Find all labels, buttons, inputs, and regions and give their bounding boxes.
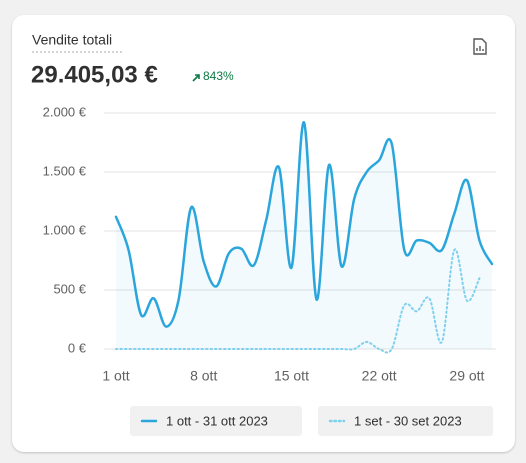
line xyxy=(114,121,494,328)
y-tick-label: 1.500 € xyxy=(43,163,87,178)
up-arrow xyxy=(192,74,200,82)
y-tick-label: 0 € xyxy=(68,340,87,355)
legend-item[interactable] xyxy=(130,406,302,436)
area xyxy=(116,122,492,349)
x-tick-label: 22 ott xyxy=(362,368,397,384)
change-value: 843% xyxy=(203,69,234,83)
line xyxy=(115,248,481,354)
total-value: 29.405,03 € xyxy=(31,61,158,88)
legend-label: 1 set - 30 set 2023 xyxy=(354,413,462,428)
legend-item[interactable] xyxy=(318,406,493,436)
card-title: Vendite totali xyxy=(32,32,112,48)
x-tick-label: 29 ott xyxy=(449,368,484,384)
y-tick-label: 2.000 € xyxy=(43,104,87,119)
x-tick-label: 15 ott xyxy=(274,368,309,384)
x-tick-label: 8 ott xyxy=(190,368,217,384)
x-tick-label: 1 ott xyxy=(102,368,129,384)
y-tick-label: 500 € xyxy=(53,281,86,296)
y-tick-label: 1.000 € xyxy=(43,222,87,237)
report-icon[interactable] xyxy=(473,38,487,55)
legend-label: 1 ott - 31 ott 2023 xyxy=(166,413,268,428)
